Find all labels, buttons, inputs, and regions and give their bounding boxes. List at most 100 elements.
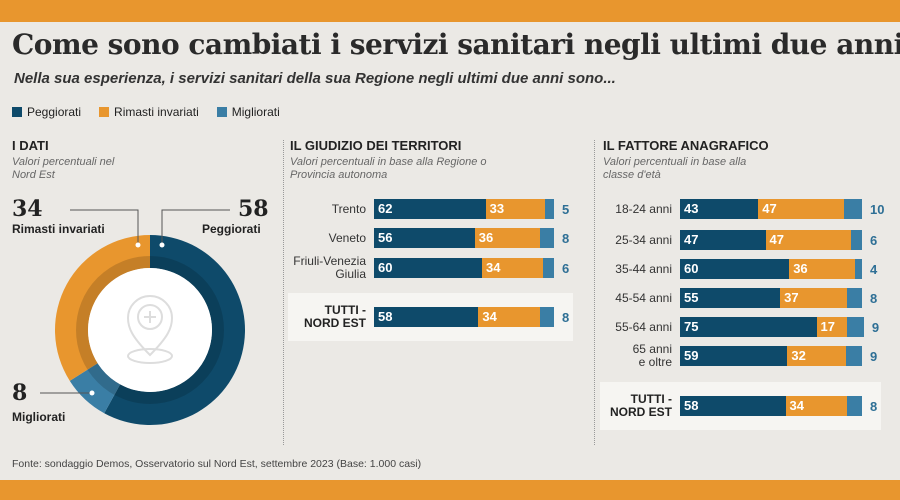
category-label: 55-64 anni: [615, 319, 672, 334]
label-invariati-value: 34: [12, 196, 43, 222]
section-title: IL GIUDIZIO DEI TERRITORI: [290, 138, 462, 153]
label-migliorati: Migliorati: [12, 410, 66, 424]
category-label: 45-54 anni: [615, 290, 672, 305]
leader-dot: [135, 242, 141, 248]
bar-segment-rimasti-invariati: 47: [765, 230, 852, 250]
map-pin-medical-cross-icon: [126, 295, 174, 364]
bar-segment-migliorati: [845, 346, 862, 366]
bar-segment-migliorati: [847, 317, 864, 337]
bar-segment-peggiorati: 56: [374, 228, 475, 248]
bar-segment-migliorati: [543, 258, 554, 278]
bar-segment-migliorati: [539, 228, 554, 248]
category-label: 18-24 anni: [615, 201, 672, 216]
value-label-migliorati: 8: [561, 230, 570, 246]
bar-segment-rimasti-invariati: 17: [816, 317, 848, 337]
label-invariati: Rimasti invariati: [12, 222, 105, 236]
bar-segment-peggiorati: 58: [374, 307, 479, 327]
value-label-migliorati: 8: [869, 398, 878, 414]
value-label-migliorati: 8: [561, 309, 570, 325]
bar-segment-peggiorati: 55: [680, 288, 781, 308]
bar-segment-peggiorati: 60: [680, 259, 790, 279]
bar-segment-rimasti-invariati: 34: [785, 396, 848, 416]
bar-row: 18-24 anni 43 47 10: [600, 199, 888, 219]
legend-item: Migliorati: [216, 105, 280, 119]
stacked-bar: 55 37: [680, 288, 862, 308]
bar-segment-rimasti-invariati: 36: [789, 259, 855, 279]
stacked-bar: 43 47: [680, 199, 862, 219]
value-label-migliorati: 5: [561, 201, 570, 217]
bar-segment-rimasti-invariati: 34: [478, 307, 540, 327]
stacked-bar: 60 34: [374, 258, 554, 278]
bar-segment-rimasti-invariati: 37: [780, 288, 848, 308]
divider: [283, 140, 284, 445]
legend-item: Peggiorati: [12, 105, 81, 119]
bar-row: 55-64 anni 75 17 9: [600, 317, 883, 337]
bar-row: 65 anni e oltre 59 32 9: [600, 342, 881, 369]
bar-segment-rimasti-invariati: 33: [485, 199, 545, 219]
bar-segment-peggiorati: 62: [374, 199, 486, 219]
bar-segment-migliorati: [843, 199, 862, 219]
bar-segment-peggiorati: 60: [374, 258, 482, 278]
stacked-bar: 58 34: [374, 307, 554, 327]
bar-segment-rimasti-invariati: 32: [787, 346, 846, 366]
subtitle: Nella sua esperienza, i servizi sanitari…: [14, 70, 616, 87]
stacked-bar: 47 47: [680, 230, 862, 250]
bar-row: 35-44 anni 60 36 4: [600, 259, 881, 279]
category-label: Trento: [331, 201, 366, 216]
value-label-migliorati: 8: [869, 290, 878, 306]
value-label-migliorati: 6: [561, 260, 570, 276]
bar-segment-peggiorati: 58: [680, 396, 786, 416]
section-title: I DATI: [12, 138, 49, 153]
donut-chart: [40, 209, 245, 425]
value-label-migliorati: 9: [869, 348, 878, 364]
stacked-bar: 60 36: [680, 259, 862, 279]
label-peggiorati: Peggiorati: [202, 222, 261, 236]
leader-line: [161, 209, 230, 245]
source-note: Fonte: sondaggio Demos, Osservatorio sul…: [12, 458, 422, 470]
section-note: Valori percentuali nel Nord Est: [12, 156, 115, 181]
bar-segment-migliorati: [851, 230, 862, 250]
value-label-migliorati: 6: [869, 232, 878, 248]
donut-slice-migliorati: [69, 363, 121, 414]
bar-row: Trento 62 33 5: [288, 199, 573, 219]
stacked-bar: 62 33: [374, 199, 554, 219]
bar-segment-peggiorati: 47: [680, 230, 766, 250]
stacked-bar: 59 32: [680, 346, 862, 366]
bottom-band: [0, 480, 900, 500]
label-peggiorati-value: 58: [238, 196, 269, 222]
bar-segment-migliorati: [539, 307, 554, 327]
stacked-bar: 58 34: [680, 396, 862, 416]
bar-segment-migliorati: [847, 288, 862, 308]
category-label: 65 anni e oltre: [632, 342, 672, 369]
label-migliorati-value: 8: [12, 380, 28, 406]
bar-segment-peggiorati: 59: [680, 346, 788, 366]
section-title: IL FATTORE ANAGRAFICO: [603, 138, 769, 153]
bar-segment-rimasti-invariati: 34: [482, 258, 544, 278]
value-label-migliorati: 4: [869, 261, 878, 277]
bar-row: Veneto 56 36 8: [288, 228, 573, 248]
category-label: TUTTI - NORD EST: [609, 392, 672, 419]
bar-segment-peggiorati: 75: [680, 317, 817, 337]
donut-inner-shade: [76, 256, 224, 404]
bar-segment-peggiorati: 43: [680, 199, 759, 219]
category-label: Veneto: [328, 230, 366, 245]
donut-slice-rimasti-invariati: [54, 235, 150, 381]
value-label-migliorati: 10: [869, 201, 885, 217]
category-label: 35-44 anni: [615, 261, 672, 276]
stacked-bar: 75 17: [680, 317, 864, 337]
leader-dot: [159, 242, 165, 248]
bar-segment-migliorati: [544, 199, 554, 219]
leader-line: [70, 209, 139, 245]
section-note: Valori percentuali in base alla classe d…: [603, 156, 747, 181]
category-label: 25-34 anni: [615, 232, 672, 247]
legend-item: Rimasti invariati: [99, 105, 199, 119]
bar-segment-rimasti-invariati: 36: [474, 228, 540, 248]
bar-row: TUTTI - NORD EST 58 34 8: [600, 382, 882, 430]
divider: [594, 140, 595, 445]
bar-row: TUTTI - NORD EST 58 34 8: [288, 293, 574, 341]
bar-segment-migliorati: [847, 396, 862, 416]
bar-segment-migliorati: [854, 259, 862, 279]
leader-dot: [89, 390, 95, 396]
bar-row: 45-54 anni 55 37 8: [600, 288, 881, 308]
category-label: Friuli-Venezia Giulia: [293, 254, 366, 281]
